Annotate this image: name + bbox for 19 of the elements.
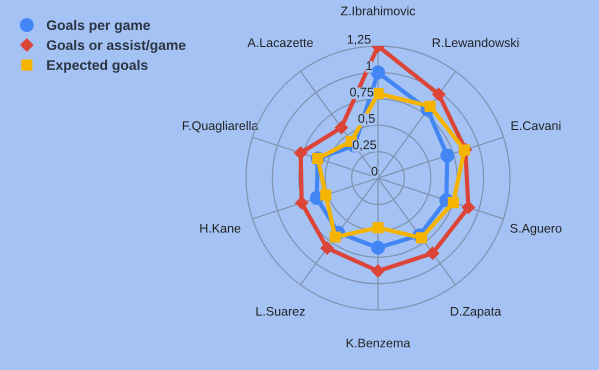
y-tick-label: 0 (372, 166, 378, 176)
spoke-label: E.Cavani (512, 120, 560, 130)
spoke-label: S.Aguero (510, 224, 562, 236)
spoke-label: K.Benzema (346, 338, 410, 348)
spoke-label: L.Suarez (256, 306, 305, 316)
spoke-label: R.Lewandowski (432, 38, 519, 48)
y-tick-label: 1 (366, 61, 372, 70)
y-tick-label: 1,25 (348, 34, 371, 46)
y-tick-label: 0,25 (352, 140, 376, 151)
y-tick-label: 0,5 (358, 114, 375, 124)
spoke-label: D.Zapata (450, 307, 502, 318)
spoke-label: F.Quagliarella (182, 120, 258, 133)
spoke-label: A.Lacazette (247, 38, 313, 48)
spoke-label: Z.Ibrahimovic (340, 6, 416, 16)
legend-label: Goals per game (46, 20, 150, 33)
legend-label: Goals or assist/game (46, 40, 186, 53)
spoke-label: H.Kane (200, 224, 240, 233)
y-tick-label: 0,75 (350, 88, 374, 98)
legend-label: Expected goals (47, 60, 148, 73)
